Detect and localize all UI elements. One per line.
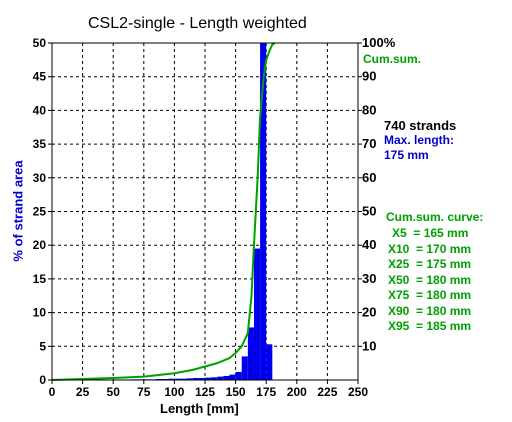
y-tick-label: 40 [33, 103, 47, 117]
right-tick-label: 70 [362, 136, 376, 151]
right-tick-label: 30 [362, 271, 376, 286]
x-tick-label: 50 [107, 385, 121, 399]
x-tick-label: 225 [317, 385, 337, 399]
right-tick-label: 50 [362, 204, 376, 219]
x-tick-label: 0 [49, 385, 56, 399]
y-tick-label: 0 [39, 373, 46, 387]
y-axis-ticks: 0 5 10 15 20 25 30 35 40 45 50 [33, 36, 52, 387]
percentile-item: X25 = 175 mm [388, 257, 472, 271]
x-tick-label: 175 [256, 385, 276, 399]
y-tick-label: 15 [33, 272, 47, 286]
x-tick-label: 25 [76, 385, 90, 399]
right-tick-label: 20 [362, 305, 376, 320]
y-axis-label: % of strand area [10, 160, 26, 262]
x-tick-label: 125 [195, 385, 215, 399]
x-tick-label: 250 [348, 385, 368, 399]
histogram-bar [260, 43, 267, 380]
histogram-bar [174, 378, 181, 380]
percentile-item: X10 = 170 mm [388, 241, 472, 256]
y-tick-label: 45 [33, 70, 47, 84]
x-axis-ticks: 0 25 50 75 100 125 150 175 200 225 250 [49, 380, 368, 399]
histogram-bar [253, 248, 261, 380]
percentile-item: X50 = 180 mm [388, 272, 472, 287]
right-axis-ticks: 10 20 30 40 50 60 70 80 90 100% [358, 35, 396, 353]
right-tick-label: 40 [362, 237, 376, 252]
right-tick-label: 90 [362, 69, 376, 84]
cumsum-legend-label: Cum.sum. [363, 52, 422, 66]
histogram-bar [192, 377, 199, 380]
x-tick-label: 100 [164, 385, 184, 399]
histogram-bar [211, 377, 218, 380]
x-tick-label: 150 [226, 385, 246, 399]
histogram-bar [162, 378, 169, 380]
strand-count: 740 strands [384, 118, 457, 133]
y-tick-label: 5 [39, 339, 46, 353]
histogram-bar [235, 371, 242, 380]
x-axis-label: Length [mm] [160, 401, 239, 416]
histogram-bar [156, 378, 163, 380]
histogram-bar [229, 374, 236, 380]
y-tick-label: 10 [33, 306, 47, 320]
grid-lines [52, 43, 358, 380]
percentile-item: X5 = 165 mm [392, 226, 469, 240]
histogram-bar [241, 356, 248, 380]
x-tick-label: 75 [137, 385, 151, 399]
chart-title: CSL2-single - Length weighted [88, 15, 307, 32]
y-tick-label: 20 [33, 238, 47, 252]
cumulative-curve [51, 42, 276, 381]
x-tick-label: 200 [287, 385, 307, 399]
histogram-bar [223, 375, 230, 380]
percentile-item: X75 = 180 mm [388, 288, 472, 302]
histogram-bar [247, 327, 254, 380]
right-tick-label: 60 [362, 170, 376, 185]
right-tick-label: 100% [362, 35, 396, 50]
max-length-value: 175 mm [384, 148, 429, 162]
histogram-bar [266, 344, 273, 380]
percentile-item: X95 = 185 mm [388, 319, 472, 333]
right-tick-label: 80 [362, 102, 376, 117]
y-tick-label: 25 [33, 205, 47, 219]
y-tick-label: 30 [33, 171, 47, 185]
histogram-bar [168, 378, 175, 380]
percentile-item: X90 = 180 mm [388, 303, 472, 318]
histogram-bar [198, 377, 205, 380]
max-length-label: Max. length: [384, 133, 455, 147]
bar-series [52, 43, 273, 380]
cumulative-sum-line [51, 42, 276, 381]
histogram-bar [217, 376, 224, 380]
y-tick-label: 50 [33, 36, 47, 50]
histogram-bar [205, 377, 212, 380]
right-tick-label: 10 [362, 338, 376, 353]
y-tick-label: 35 [33, 137, 47, 151]
histogram-bar [180, 378, 187, 380]
histogram-bar [186, 378, 193, 380]
cumsum-curve-title: Cum.sum. curve: [386, 210, 484, 224]
